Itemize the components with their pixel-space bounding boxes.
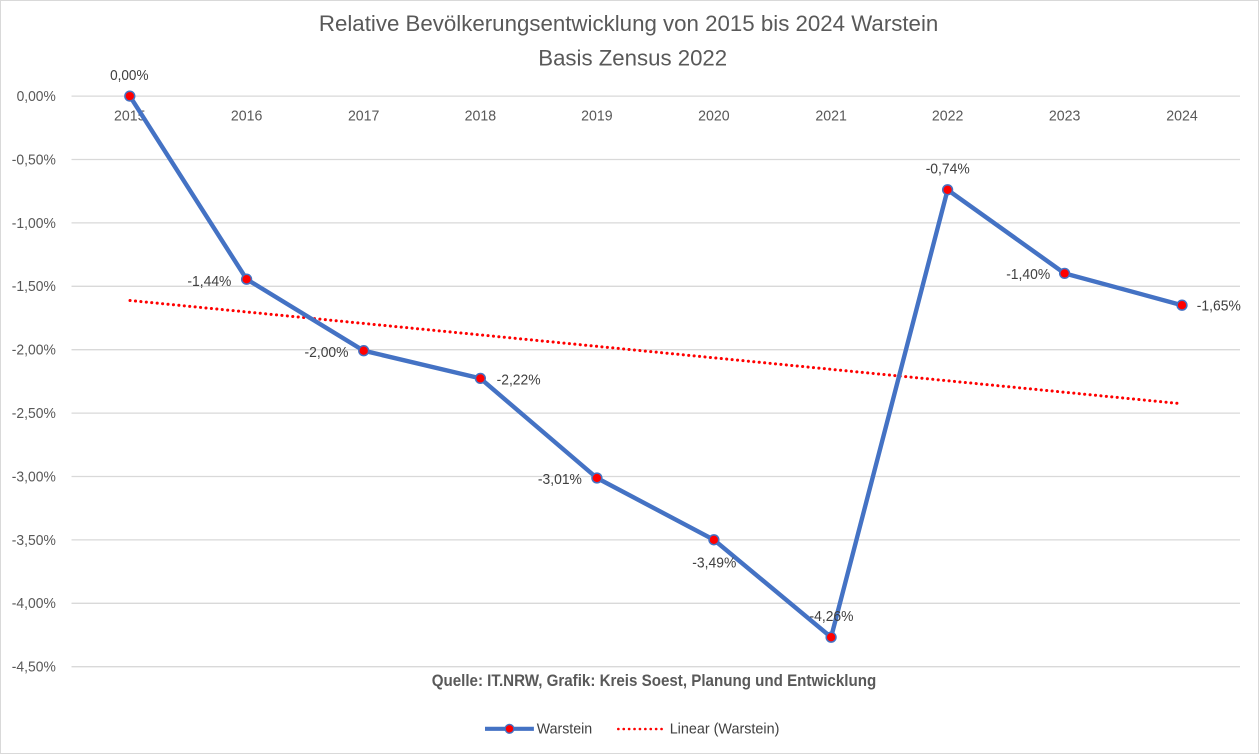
svg-text:-1,44%: -1,44% — [187, 273, 231, 290]
svg-text:2020: 2020 — [698, 107, 730, 124]
svg-text:2023: 2023 — [1049, 107, 1081, 124]
svg-text:-0,50%: -0,50% — [12, 151, 56, 168]
svg-text:2016: 2016 — [231, 107, 263, 124]
svg-text:Basis Zensus 2022: Basis Zensus 2022 — [538, 45, 727, 70]
svg-text:-4,26%: -4,26% — [810, 608, 854, 625]
svg-text:-3,49%: -3,49% — [692, 554, 736, 571]
svg-text:Warstein: Warstein — [537, 721, 593, 737]
svg-text:-1,50%: -1,50% — [12, 278, 56, 295]
svg-text:Relative Bevölkerungsentwicklu: Relative Bevölkerungsentwicklung von 201… — [319, 11, 938, 36]
svg-text:2022: 2022 — [932, 107, 964, 124]
svg-text:-2,00%: -2,00% — [12, 342, 56, 359]
svg-text:-0,74%: -0,74% — [926, 161, 970, 178]
svg-text:2024: 2024 — [1166, 107, 1198, 124]
svg-text:-2,22%: -2,22% — [497, 371, 541, 388]
svg-text:2017: 2017 — [348, 107, 380, 124]
svg-text:-1,40%: -1,40% — [1006, 266, 1050, 283]
svg-text:Linear (Warstein): Linear (Warstein) — [670, 721, 780, 737]
svg-text:-3,50%: -3,50% — [12, 532, 56, 549]
svg-text:0,00%: 0,00% — [17, 88, 56, 105]
svg-text:Quelle: IT.NRW, Grafik: Kreis: Quelle: IT.NRW, Grafik: Kreis Soest, Pla… — [432, 671, 877, 690]
svg-text:2021: 2021 — [815, 107, 847, 124]
svg-text:-4,50%: -4,50% — [12, 659, 56, 676]
svg-text:-1,65%: -1,65% — [1197, 298, 1241, 315]
svg-text:-2,50%: -2,50% — [12, 405, 56, 422]
svg-text:-4,00%: -4,00% — [12, 595, 56, 612]
svg-text:0,00%: 0,00% — [110, 67, 148, 84]
svg-text:-2,00%: -2,00% — [305, 344, 349, 361]
svg-text:2018: 2018 — [465, 107, 497, 124]
svg-text:-3,01%: -3,01% — [538, 471, 582, 488]
svg-text:2019: 2019 — [581, 107, 613, 124]
svg-text:-3,00%: -3,00% — [12, 468, 56, 485]
svg-text:-1,00%: -1,00% — [12, 215, 56, 232]
